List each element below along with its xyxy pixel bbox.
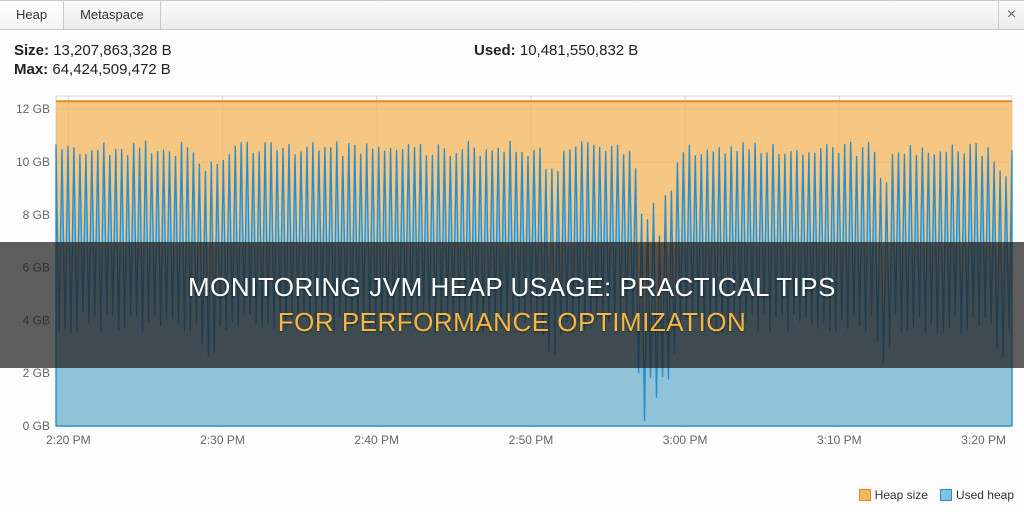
svg-text:2:20 PM: 2:20 PM: [46, 433, 91, 447]
chart-legend: Heap size Used heap: [859, 488, 1014, 502]
used-value: 10,481,550,832 B: [520, 42, 638, 59]
svg-text:0 GB: 0 GB: [23, 419, 50, 433]
max-label: Max:: [14, 61, 48, 78]
svg-text:2:30 PM: 2:30 PM: [200, 433, 245, 447]
svg-text:2:50 PM: 2:50 PM: [509, 433, 554, 447]
svg-text:2 GB: 2 GB: [23, 366, 50, 380]
size-value: 13,207,863,328 B: [53, 42, 171, 59]
svg-text:12 GB: 12 GB: [16, 102, 50, 116]
tab-metaspace[interactable]: Metaspace: [64, 1, 161, 29]
heap-stats: Size: 13,207,863,328 B Used: 10,481,550,…: [0, 30, 1024, 84]
size-label: Size:: [14, 42, 49, 59]
swatch-used-heap: [940, 489, 952, 501]
stat-max: Max: 64,424,509,472 B: [14, 61, 474, 78]
max-value: 64,424,509,472 B: [52, 61, 170, 78]
overlay-title: MONITORING JVM HEAP USAGE: PRACTICAL TIP…: [188, 270, 836, 340]
heap-monitor-window: Heap Metaspace × Size: 13,207,863,328 B …: [0, 0, 1024, 512]
svg-text:3:20 PM: 3:20 PM: [961, 433, 1006, 447]
svg-text:2:40 PM: 2:40 PM: [354, 433, 399, 447]
stat-used: Used: 10,481,550,832 B: [474, 42, 1010, 59]
swatch-heap-size: [859, 489, 871, 501]
svg-text:3:10 PM: 3:10 PM: [817, 433, 862, 447]
svg-text:8 GB: 8 GB: [23, 208, 50, 222]
stat-size: Size: 13,207,863,328 B: [14, 42, 474, 59]
tab-bar: Heap Metaspace ×: [0, 0, 1024, 30]
svg-text:3:00 PM: 3:00 PM: [663, 433, 708, 447]
title-overlay: MONITORING JVM HEAP USAGE: PRACTICAL TIP…: [0, 242, 1024, 368]
used-label: Used:: [474, 42, 516, 59]
tab-heap[interactable]: Heap: [0, 1, 64, 29]
close-icon[interactable]: ×: [998, 1, 1024, 29]
legend-heap-size: Heap size: [859, 488, 928, 502]
svg-text:10 GB: 10 GB: [16, 155, 50, 169]
legend-used-heap: Used heap: [940, 488, 1014, 502]
